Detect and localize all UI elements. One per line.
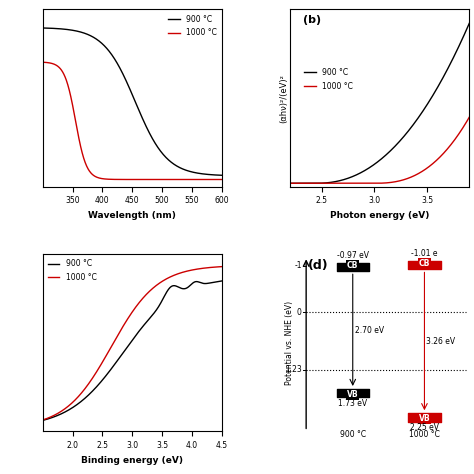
X-axis label: Photon energy (eV): Photon energy (eV) xyxy=(330,211,429,220)
X-axis label: Wavelength (nm): Wavelength (nm) xyxy=(88,211,176,220)
Text: (d): (d) xyxy=(308,259,328,273)
Text: 1.73 eV: 1.73 eV xyxy=(338,399,367,408)
Text: -1: -1 xyxy=(294,261,301,270)
Text: -0.97 eV: -0.97 eV xyxy=(337,251,369,260)
Legend: 900 °C, 1000 °C: 900 °C, 1000 °C xyxy=(46,258,98,283)
Text: 1.23: 1.23 xyxy=(285,365,301,374)
Text: 2.25 eV: 2.25 eV xyxy=(410,423,439,432)
Text: (b): (b) xyxy=(302,15,321,25)
Text: CB: CB xyxy=(419,259,430,268)
Text: 3.26 eV: 3.26 eV xyxy=(426,337,456,346)
Text: VB: VB xyxy=(419,414,430,423)
Legend: 900 °C, 1000 °C: 900 °C, 1000 °C xyxy=(303,66,354,92)
Text: 0: 0 xyxy=(297,308,301,317)
Text: Potential vs. NHE (eV): Potential vs. NHE (eV) xyxy=(284,301,293,385)
Text: 2.70 eV: 2.70 eV xyxy=(355,326,383,335)
X-axis label: Binding energy (eV): Binding energy (eV) xyxy=(81,456,183,465)
Y-axis label: (αhν)²/(eV)²: (αhν)²/(eV)² xyxy=(280,73,289,123)
Text: CB: CB xyxy=(347,261,358,270)
Text: VB: VB xyxy=(347,390,358,399)
Text: 1000 °C: 1000 °C xyxy=(409,430,440,439)
Text: -1.01 e: -1.01 e xyxy=(411,249,438,258)
Legend: 900 °C, 1000 °C: 900 °C, 1000 °C xyxy=(166,13,218,39)
Text: 900 °C: 900 °C xyxy=(340,430,366,439)
